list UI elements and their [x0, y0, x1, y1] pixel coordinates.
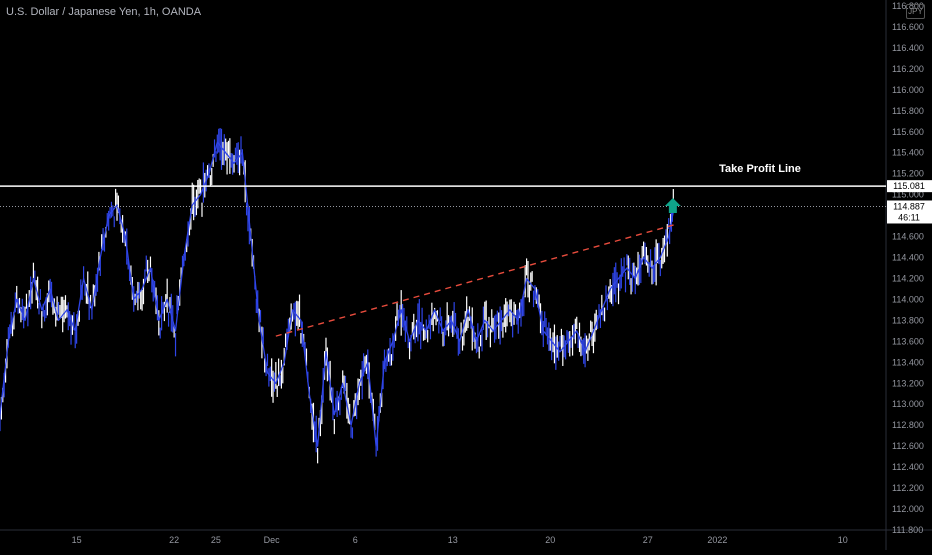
y-tick-label: 114.000 [892, 294, 924, 304]
y-tick-label: 115.200 [892, 169, 924, 179]
up-arrow-icon[interactable] [664, 198, 681, 214]
x-tick-label: Dec [264, 535, 281, 545]
y-tick-label: 116.200 [892, 64, 924, 74]
x-tick-label: 25 [211, 535, 221, 545]
y-tick-label: 116.000 [892, 85, 924, 95]
y-tick-label: 114.200 [892, 273, 924, 283]
x-tick-label: 22 [169, 535, 179, 545]
y-tick-label: 113.600 [892, 336, 924, 346]
y-tick-label: 112.400 [892, 462, 924, 472]
chart-title: U.S. Dollar / Japanese Yen, 1h, OANDA [6, 6, 202, 18]
countdown-text: 46:11 [898, 212, 920, 222]
x-tick-label: 2022 [707, 535, 727, 545]
y-tick-label: 113.000 [892, 399, 924, 409]
y-tick-label: 116.400 [892, 43, 924, 53]
y-tick-label: 112.200 [892, 483, 924, 493]
take-profit-label: Take Profit Line [719, 163, 801, 175]
price-line [0, 141, 675, 447]
x-tick-label: 10 [838, 535, 848, 545]
y-tick-label: 112.800 [892, 420, 924, 430]
currency-badge[interactable]: JPY [906, 4, 925, 19]
y-tick-label: 113.800 [892, 315, 924, 325]
take-profit-price-tag [887, 180, 932, 193]
x-tick-label: 27 [643, 535, 653, 545]
x-tick-label: 15 [72, 535, 82, 545]
take-profit-price-text: 115.081 [893, 181, 925, 191]
y-tick-label: 115.400 [892, 148, 924, 158]
y-tick-label: 112.000 [892, 504, 924, 514]
x-tick-label: 20 [545, 535, 555, 545]
current-price-text: 114.887 [893, 201, 925, 211]
y-tick-label: 114.400 [892, 253, 924, 263]
trendline[interactable] [275, 223, 678, 337]
y-tick-label: 114.600 [892, 232, 924, 242]
y-tick-label: 111.800 [892, 525, 923, 535]
x-tick-label: 6 [353, 535, 358, 545]
y-tick-label: 116.600 [892, 22, 924, 32]
y-tick-label: 115.600 [892, 127, 924, 137]
y-tick-label: 115.800 [892, 106, 924, 116]
y-tick-label: 115.000 [892, 190, 924, 200]
x-tick-label: 13 [448, 535, 458, 545]
y-tick-label: 112.600 [892, 441, 924, 451]
y-tick-label: 116.800 [892, 1, 924, 11]
y-tick-label: 113.400 [892, 357, 924, 367]
y-tick-label: 113.200 [892, 378, 924, 388]
current-price-tag [887, 200, 932, 224]
